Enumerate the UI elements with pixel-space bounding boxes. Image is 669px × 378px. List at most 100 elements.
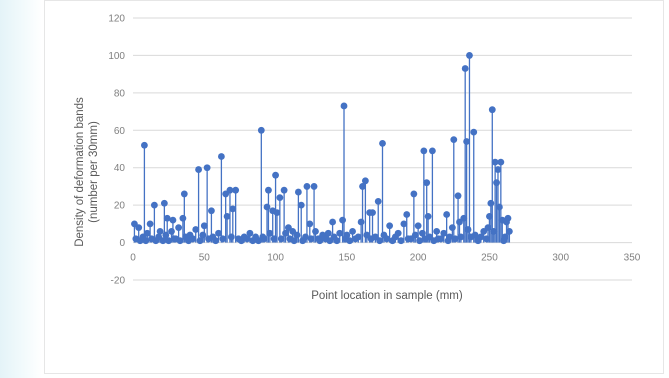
y-tick-label: 60 <box>114 126 126 137</box>
y-tick-label: 0 <box>119 238 125 249</box>
data-point <box>463 138 471 145</box>
data-point <box>135 224 143 232</box>
data-point <box>484 224 492 232</box>
data-point <box>316 237 324 245</box>
data-point <box>379 139 386 147</box>
y-tick-label: 80 <box>114 88 126 99</box>
x-tick-label: 150 <box>339 253 356 264</box>
data-point <box>383 235 391 243</box>
data-point <box>150 201 158 209</box>
data-point <box>176 237 184 245</box>
x-tick-label: 350 <box>624 253 641 264</box>
data-point <box>394 229 402 237</box>
data-point <box>192 226 200 233</box>
data-point <box>346 237 354 245</box>
data-point <box>199 231 207 239</box>
data-point <box>487 199 495 207</box>
data-point <box>266 229 274 237</box>
data-point <box>340 102 348 110</box>
data-point <box>450 136 458 144</box>
marker-stems <box>133 55 511 243</box>
x-tick-label: 250 <box>481 253 498 264</box>
data-point <box>446 233 453 241</box>
data-point <box>343 231 351 239</box>
data-point <box>270 235 278 243</box>
data-point <box>470 128 478 136</box>
data-point <box>169 216 177 224</box>
data-point <box>208 207 215 215</box>
data-point <box>400 220 408 228</box>
data-point <box>200 222 208 230</box>
data-point <box>302 233 309 241</box>
data-point <box>227 233 235 241</box>
data-point <box>486 212 493 220</box>
data-point <box>416 237 423 245</box>
data-point <box>369 209 376 217</box>
data-point <box>280 186 288 194</box>
data-point <box>357 218 365 226</box>
data-point <box>307 235 315 243</box>
data-point <box>143 229 151 237</box>
data-points <box>131 52 513 245</box>
data-point <box>290 237 298 245</box>
data-point <box>293 231 301 239</box>
data-point <box>246 229 254 237</box>
data-point <box>212 237 220 245</box>
x-axis-title: Point location in sample (mm) <box>311 290 463 302</box>
data-point <box>411 231 419 239</box>
data-point <box>419 229 426 237</box>
data-point <box>277 235 285 243</box>
data-point <box>263 203 271 211</box>
data-point <box>490 227 498 235</box>
data-point <box>464 226 472 233</box>
data-point <box>376 237 384 245</box>
data-point <box>420 147 428 155</box>
data-point <box>336 229 344 237</box>
data-point <box>424 212 432 220</box>
data-point <box>324 229 332 237</box>
data-point <box>168 227 175 235</box>
chart-area <box>44 0 664 374</box>
data-point <box>501 233 509 241</box>
x-tick-label: 200 <box>410 253 427 264</box>
data-point <box>494 166 502 173</box>
data-point <box>272 171 279 179</box>
data-point <box>457 233 465 241</box>
data-point <box>312 227 319 235</box>
data-point <box>361 177 369 185</box>
data-point <box>303 183 311 190</box>
data-point <box>159 237 167 245</box>
data-point <box>397 237 405 245</box>
data-point <box>146 220 154 228</box>
data-point <box>440 229 448 237</box>
data-point <box>219 235 227 243</box>
data-point <box>273 209 281 217</box>
data-point <box>339 216 346 224</box>
data-point <box>163 214 171 222</box>
x-tick-labels: 0 50 100 150 200 250 300 350 <box>130 253 641 264</box>
data-point <box>460 214 468 222</box>
y-tick-label: 40 <box>114 163 126 174</box>
x-tick-label: 0 <box>130 253 136 264</box>
y-tick-label: -20 <box>111 276 126 287</box>
data-point <box>433 227 441 235</box>
data-point <box>223 212 231 220</box>
data-point <box>215 229 222 237</box>
data-point <box>160 199 168 207</box>
data-point <box>496 203 503 211</box>
data-point <box>196 237 204 245</box>
data-point <box>189 235 197 243</box>
data-point <box>265 186 272 194</box>
data-point <box>483 235 490 243</box>
y-tick-label: 100 <box>108 51 125 62</box>
data-point <box>477 233 485 241</box>
data-point <box>491 158 499 166</box>
y-axis-title-line1: Density of deformation bands <box>74 97 86 247</box>
data-point <box>310 183 318 190</box>
data-point <box>195 166 202 173</box>
data-point <box>354 233 362 241</box>
data-point <box>488 106 496 114</box>
x-tick-label: 100 <box>267 253 284 264</box>
data-point <box>443 211 451 218</box>
